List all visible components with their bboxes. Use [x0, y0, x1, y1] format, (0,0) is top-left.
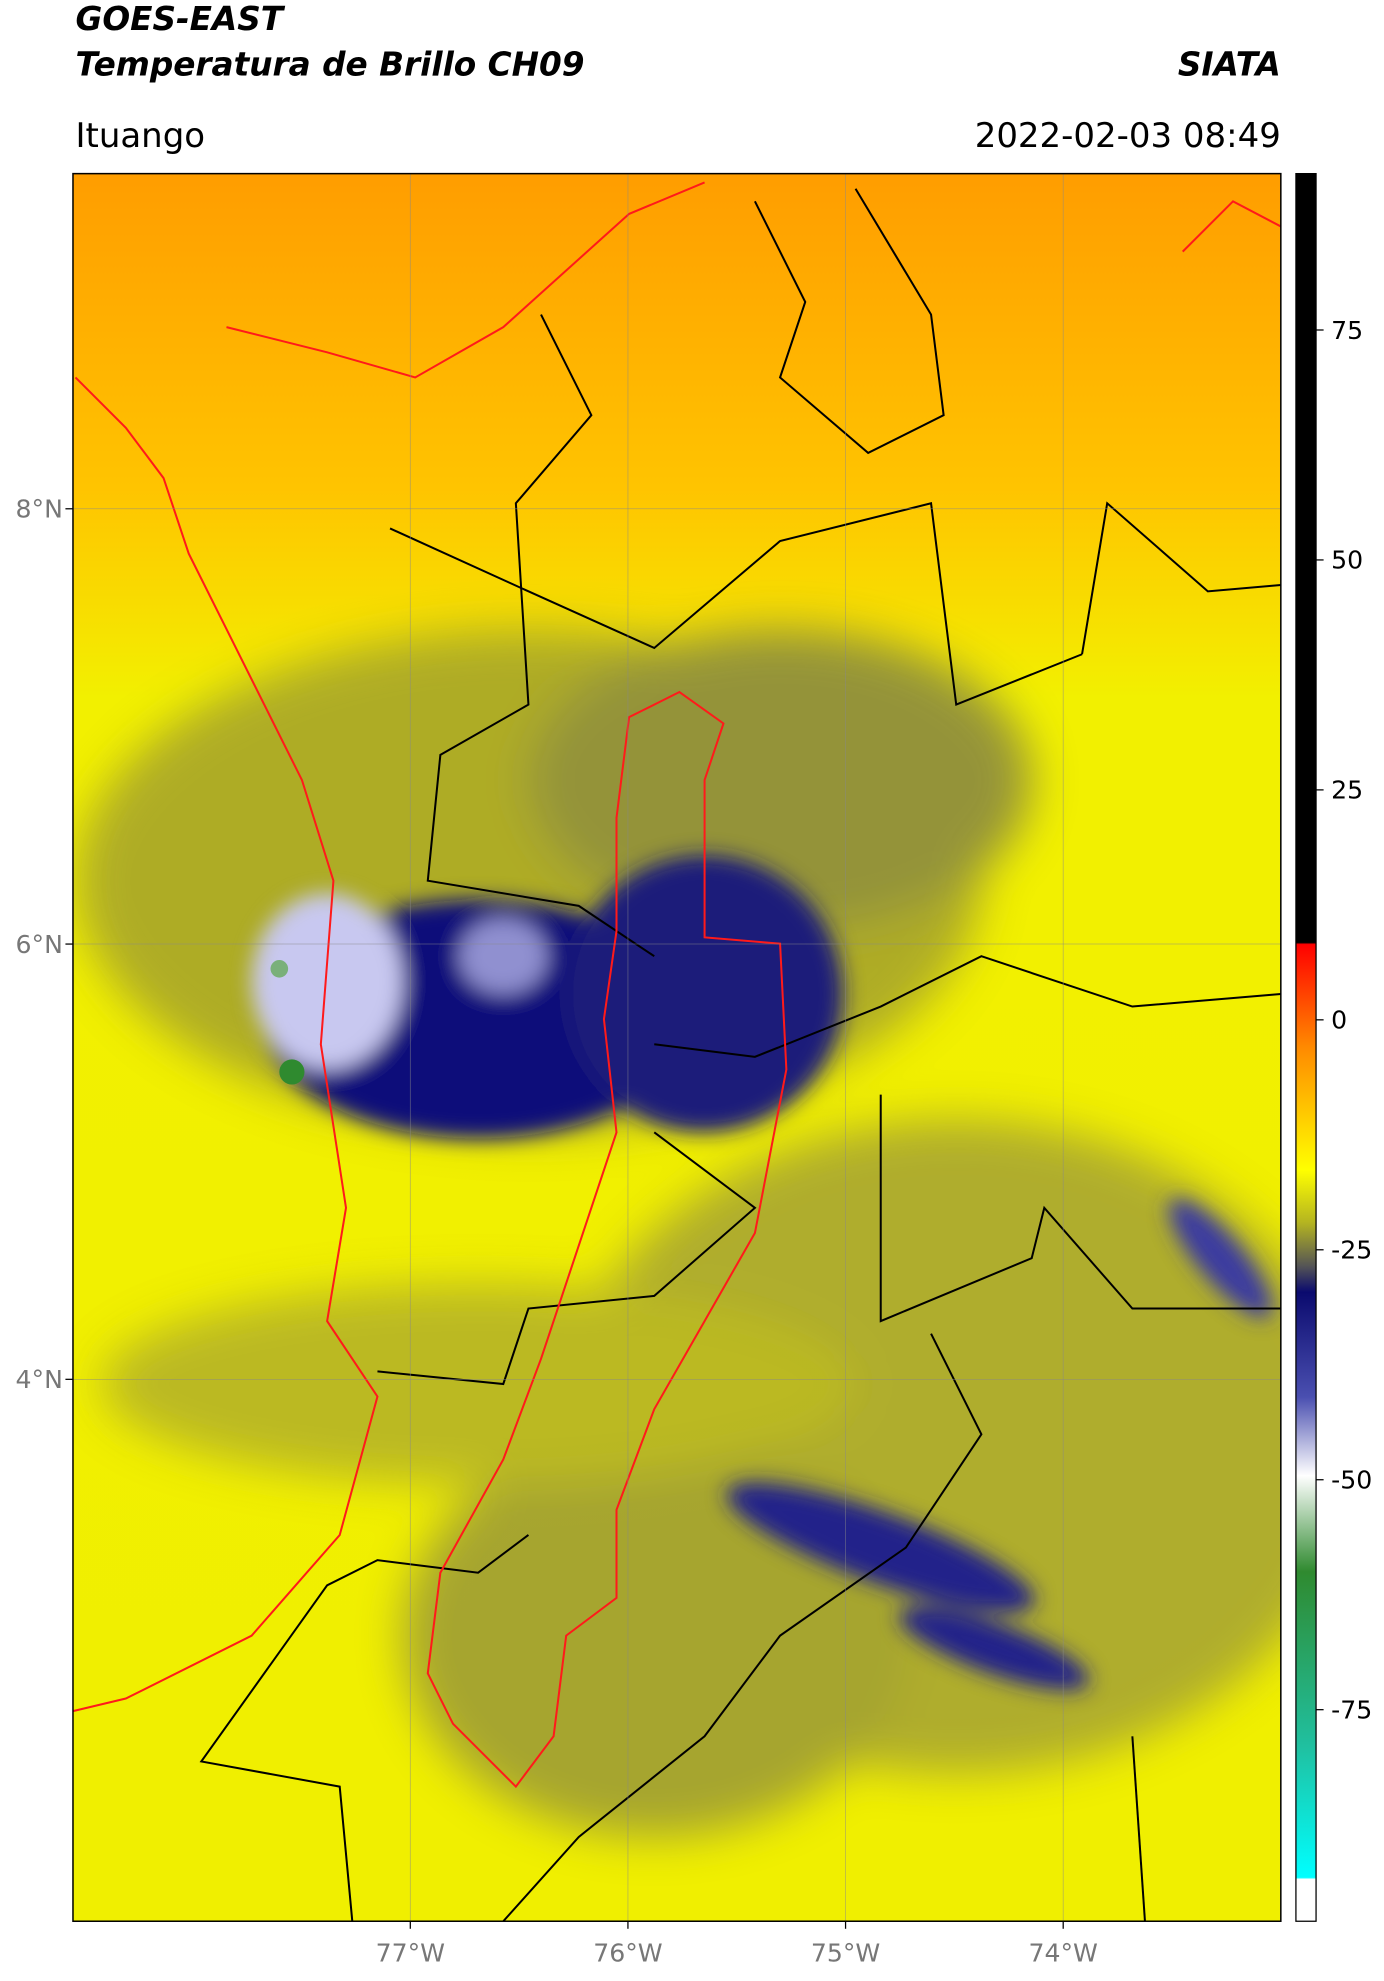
lat-label: 8°N	[16, 495, 63, 524]
colorbar-label: -25	[1331, 1236, 1372, 1265]
colorbar-label: -75	[1331, 1695, 1372, 1724]
datetime: 2022-02-03 08:49	[975, 116, 1281, 156]
lon-label: 76°W	[593, 1938, 663, 1967]
map	[72, 173, 1281, 1922]
lon-label: 75°W	[811, 1938, 881, 1967]
colorbar-label: 0	[1331, 1006, 1347, 1035]
colorbar-label: 50	[1331, 546, 1363, 575]
title: GOES-EAST	[75, 0, 285, 38]
lat-label: 4°N	[16, 1365, 63, 1394]
location: Ituango	[75, 116, 205, 156]
map-frame	[72, 172, 1282, 1922]
colorbar-label: 75	[1331, 316, 1363, 345]
agency: SIATA	[1178, 45, 1281, 83]
lon-label: 74°W	[1028, 1938, 1098, 1967]
lon-label: 77°W	[376, 1938, 446, 1967]
colorbar-label: -50	[1331, 1466, 1372, 1495]
graticule	[72, 173, 1281, 1922]
lat-label: 6°N	[16, 930, 63, 959]
colorbar-label: 25	[1331, 776, 1363, 805]
title: Temperatura de Brillo CH09	[75, 45, 584, 83]
colorbar	[1295, 172, 1317, 1922]
